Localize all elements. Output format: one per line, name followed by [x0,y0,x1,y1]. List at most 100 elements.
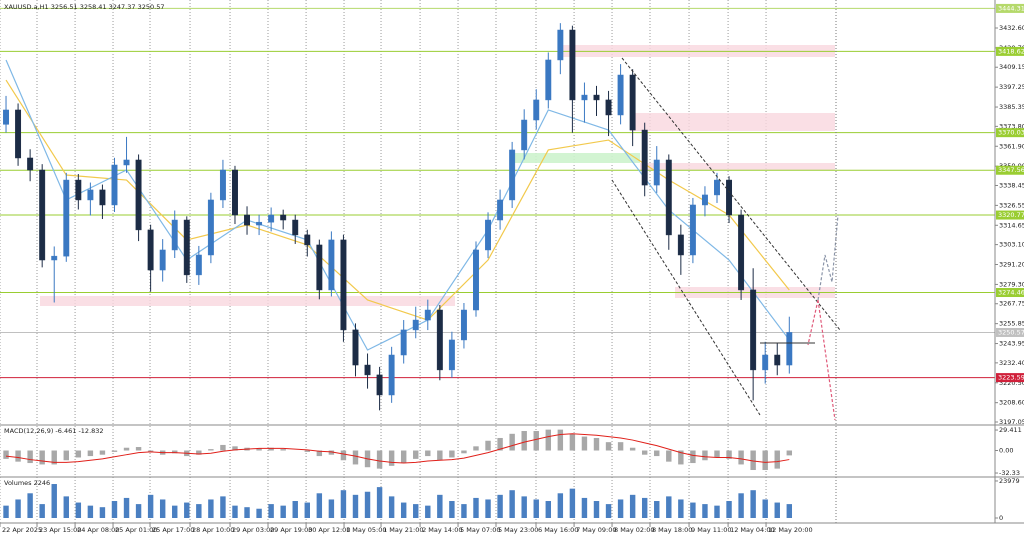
y-tick-label: 3397.25 [999,83,1024,91]
volume-bar [280,505,286,518]
volume-bar [654,501,660,518]
candle-body [87,189,94,201]
candle-body [762,354,769,371]
candle-body [75,179,82,201]
x-tick-label: 22 Apr 2025 [2,526,42,534]
candle-body [738,214,745,291]
macd-bar [99,450,106,455]
y-tick-label: 3432.60 [999,24,1024,32]
macd-bar [232,446,238,451]
y-tick-label: 3279.30 [999,280,1024,288]
volume-bar [521,496,527,518]
candle-body [195,254,202,276]
macd-bar [690,450,696,464]
macd-label: MACD(12,26,9) -6.461 -12.832 [4,427,104,435]
candle-body [581,94,588,101]
macd-bar [75,450,82,458]
volume-bar [593,501,600,518]
macd-bar [425,450,431,457]
volume-bar [545,501,552,518]
volume-bar [39,504,45,518]
volume-bar [569,488,576,518]
candle-body [653,159,660,186]
candle-body [99,189,106,206]
macd-bar [220,444,226,451]
zone [630,113,835,131]
candle-body [219,169,226,201]
volume-bar [364,491,371,518]
x-tick-label: 29 Apr 03:00 [232,526,274,534]
macd-bar [51,450,57,465]
volume-bar [641,497,648,518]
x-tick-label: 8 May 02:00 [614,526,654,534]
volume-bar [220,496,226,518]
candle-body [39,169,46,261]
volume-bar [617,499,624,518]
macd-bar [678,450,684,465]
candle-body [509,149,516,201]
volume-bar [256,508,262,518]
candle-body [629,74,636,131]
candle-body [436,309,443,371]
volume-bar [172,505,178,518]
volume-bar [159,499,166,518]
volume-bar [15,499,21,518]
y-tick-label: 3220.50 [999,379,1024,387]
macd-bar [340,450,347,461]
macd-bar [352,450,359,465]
candle-body [27,157,34,171]
level-tag [996,128,1024,138]
candle-body [726,179,733,216]
x-tick-label: 12 May 04:00 [730,526,775,534]
macd-bar [135,447,142,451]
candle-body [677,234,684,256]
volume-bar [413,504,419,518]
x-tick-label: 5 May 23:00 [498,526,538,534]
candle-body [123,159,130,166]
macd-bar [774,450,780,469]
volume-bar [473,497,479,518]
macd-bar [762,450,768,471]
y-tick-label: 3326.55 [999,201,1024,209]
macd-bar [15,450,21,462]
y-tick-label: 3232.40 [999,359,1024,367]
candle-body [774,354,781,366]
volume-bar [557,493,564,518]
y-tick-label: 3385.35 [999,103,1024,111]
macd-bar [786,450,793,456]
y-tick-label: 3314.65 [999,221,1024,229]
level-tag [996,210,1024,220]
level-label: 3418.62 [998,47,1024,55]
volume-bar [678,499,684,518]
macd-bar [123,447,130,451]
volume-bar [461,504,467,518]
candle-body [183,219,190,276]
level-label: 3320.77 [998,211,1024,219]
candle-body [400,329,407,356]
channel-line [621,57,841,331]
candle-body [207,199,214,256]
level-label: 3347.56 [998,166,1024,174]
volume-bar [690,502,696,518]
y-tick-label: 0 [999,514,1003,522]
candle-body [63,179,70,257]
macd-signal [5,433,790,464]
x-tick-label: 9 May 11:00 [691,526,731,534]
macd-bar [714,450,720,458]
y-tick-label: 29.411 [999,426,1022,434]
macd-bar [63,450,69,461]
zone [640,163,835,170]
volume-bar [27,493,33,518]
candle-body [557,29,564,61]
candle-body [750,289,757,371]
macd-bar [413,450,419,459]
macd-bar [172,450,178,454]
volume-bar [388,496,395,518]
volume-bar [485,499,491,518]
macd-bar [750,450,756,471]
levels-layer [0,7,995,379]
y-tick-label: 3338.45 [999,181,1024,189]
y-tick-label: 3267.75 [999,300,1024,308]
candle-body [304,234,311,246]
